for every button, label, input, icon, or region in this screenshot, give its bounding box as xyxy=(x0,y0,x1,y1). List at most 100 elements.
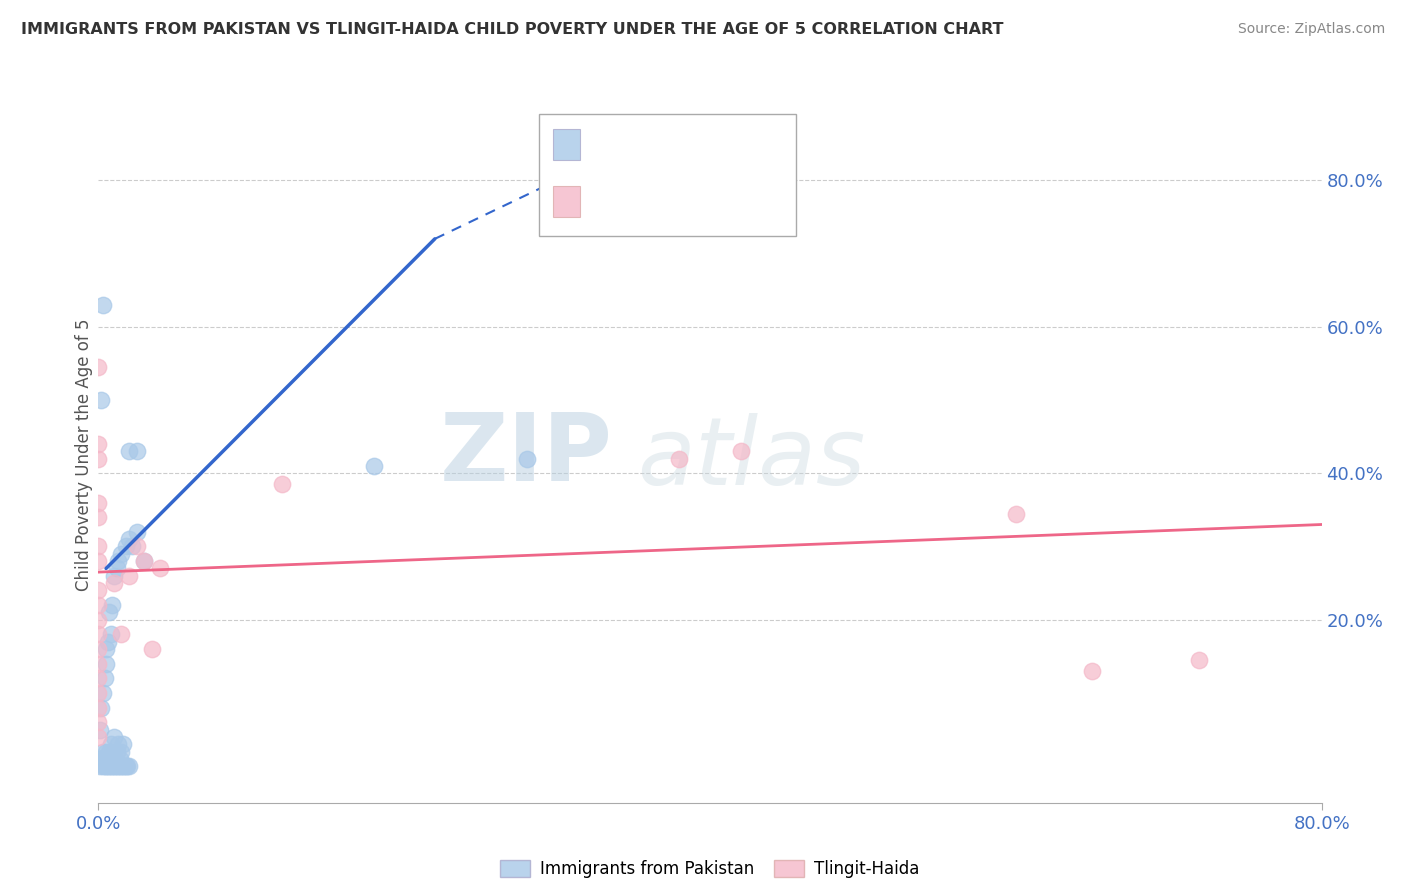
Point xyxy=(87,657,110,671)
Point xyxy=(87,715,110,730)
Point xyxy=(730,444,752,458)
Point xyxy=(105,561,128,575)
Text: N =: N = xyxy=(671,136,718,153)
Text: IMMIGRANTS FROM PAKISTAN VS TLINGIT-HAIDA CHILD POVERTY UNDER THE AGE OF 5 CORRE: IMMIGRANTS FROM PAKISTAN VS TLINGIT-HAID… xyxy=(21,22,1004,37)
Point xyxy=(87,686,110,700)
Point xyxy=(89,752,111,766)
Point xyxy=(118,532,141,546)
Point xyxy=(98,606,121,620)
Point xyxy=(115,759,138,773)
Point xyxy=(87,730,110,744)
Text: atlas: atlas xyxy=(637,413,865,504)
Point xyxy=(108,759,131,773)
Point xyxy=(118,444,141,458)
Point xyxy=(1188,653,1211,667)
Text: R =: R = xyxy=(588,136,624,153)
Y-axis label: Child Poverty Under the Age of 5: Child Poverty Under the Age of 5 xyxy=(75,318,93,591)
Point xyxy=(94,759,117,773)
Point xyxy=(103,576,125,591)
Point xyxy=(100,759,122,773)
Text: 31: 31 xyxy=(707,193,731,211)
Point xyxy=(87,437,110,451)
Point xyxy=(117,759,139,773)
Point xyxy=(118,568,141,582)
Point xyxy=(87,540,110,554)
Point xyxy=(270,477,292,491)
Point xyxy=(87,642,110,657)
Point xyxy=(94,642,117,657)
Point xyxy=(97,759,120,773)
Point xyxy=(94,657,117,671)
Point xyxy=(516,451,538,466)
Text: ZIP: ZIP xyxy=(439,409,612,501)
Point xyxy=(105,759,128,773)
Point xyxy=(91,298,114,312)
Point xyxy=(107,554,129,568)
Point xyxy=(94,745,117,759)
Point xyxy=(121,540,143,554)
Point xyxy=(89,759,111,773)
Point xyxy=(104,752,127,766)
Point xyxy=(103,759,125,773)
Point xyxy=(111,737,134,751)
Point xyxy=(97,634,120,648)
Point xyxy=(90,752,112,766)
Point xyxy=(1004,507,1026,521)
Text: 61: 61 xyxy=(707,136,731,153)
Point xyxy=(111,759,134,773)
Point xyxy=(87,598,110,612)
Point xyxy=(110,547,132,561)
Text: 0.122: 0.122 xyxy=(621,193,675,211)
Point xyxy=(149,561,172,575)
Point xyxy=(115,540,138,554)
Point xyxy=(87,583,110,598)
Point xyxy=(93,752,115,766)
Point xyxy=(87,613,110,627)
Point xyxy=(89,723,111,737)
Point xyxy=(90,700,112,714)
Point xyxy=(91,686,114,700)
Point xyxy=(125,444,148,458)
Point xyxy=(107,737,129,751)
Point xyxy=(87,510,110,524)
Point xyxy=(87,671,110,685)
Point xyxy=(101,752,124,766)
Point xyxy=(91,759,114,773)
Point xyxy=(125,524,148,539)
Point xyxy=(90,752,112,766)
Point xyxy=(87,627,110,641)
Point xyxy=(363,458,385,473)
Text: R =: R = xyxy=(588,193,624,211)
Point xyxy=(98,759,121,773)
Point xyxy=(87,451,110,466)
Point xyxy=(87,554,110,568)
Point xyxy=(141,642,163,657)
Point xyxy=(105,745,128,759)
Point xyxy=(107,759,129,773)
Point xyxy=(91,745,114,759)
Point xyxy=(1081,664,1104,678)
Text: 0.583: 0.583 xyxy=(621,136,675,153)
Point xyxy=(110,745,132,759)
Point xyxy=(134,554,156,568)
Point xyxy=(110,627,132,641)
Point xyxy=(668,451,690,466)
Text: Source: ZipAtlas.com: Source: ZipAtlas.com xyxy=(1237,22,1385,37)
Legend: Immigrants from Pakistan, Tlingit-Haida: Immigrants from Pakistan, Tlingit-Haida xyxy=(494,854,927,885)
Point xyxy=(100,627,122,641)
Point xyxy=(97,752,120,766)
Point xyxy=(125,540,148,554)
Point xyxy=(93,671,115,685)
Point xyxy=(98,745,121,759)
Point xyxy=(112,759,135,773)
Point xyxy=(104,759,127,773)
Point xyxy=(101,598,124,612)
Point xyxy=(134,554,156,568)
Point xyxy=(93,759,115,773)
Point xyxy=(118,759,141,773)
Point xyxy=(90,392,112,407)
Point xyxy=(101,759,124,773)
Point xyxy=(87,495,110,509)
Text: N =: N = xyxy=(671,193,718,211)
Point xyxy=(103,568,125,582)
